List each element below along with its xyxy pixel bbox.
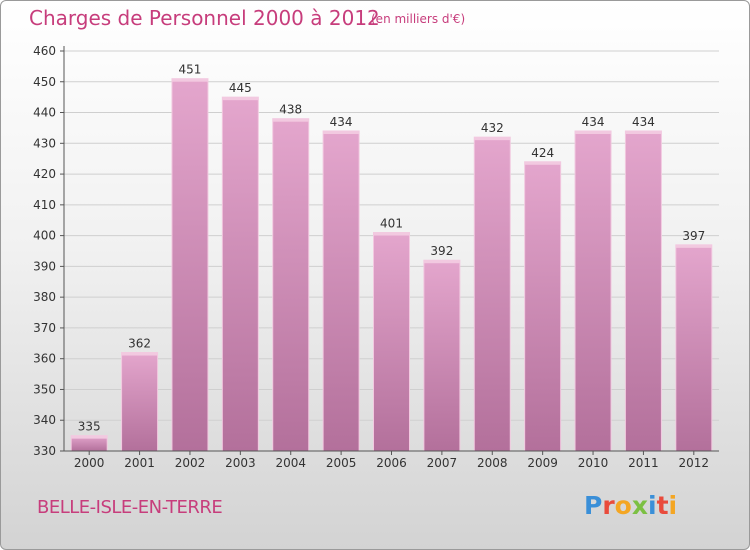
bar-2011 bbox=[624, 130, 662, 452]
y-tick-label: 370 bbox=[33, 321, 56, 335]
x-tick-label: 2002 bbox=[175, 456, 206, 470]
x-tick-label: 2003 bbox=[225, 456, 256, 470]
data-label: 401 bbox=[380, 217, 403, 231]
y-tick-label: 440 bbox=[33, 106, 56, 120]
x-tick-label: 2004 bbox=[275, 456, 306, 470]
bar-2003 bbox=[221, 96, 259, 452]
bar-2001 bbox=[121, 352, 159, 452]
data-label: 434 bbox=[582, 115, 605, 129]
bar-2005 bbox=[322, 130, 360, 452]
data-label: 392 bbox=[430, 244, 453, 258]
data-label: 424 bbox=[531, 146, 554, 160]
bar-2008 bbox=[473, 136, 511, 452]
data-label: 451 bbox=[179, 63, 202, 77]
bar-cap bbox=[323, 131, 360, 134]
y-tick-label: 350 bbox=[33, 382, 56, 396]
bar-cap bbox=[222, 97, 259, 101]
x-tick-label: 2012 bbox=[679, 456, 710, 470]
y-tick-label: 410 bbox=[33, 198, 56, 212]
bar-2006 bbox=[373, 232, 410, 452]
chart-subtitle: (en milliers d'€) bbox=[371, 12, 466, 26]
logo-letter: r bbox=[602, 491, 615, 520]
x-tick-label: 2010 bbox=[578, 456, 609, 470]
bar-cap bbox=[575, 131, 612, 134]
bar-2007 bbox=[423, 259, 461, 452]
y-tick-label: 460 bbox=[33, 44, 56, 58]
logo-letter: o bbox=[614, 491, 632, 520]
y-tick-label: 330 bbox=[33, 444, 56, 458]
data-label: 434 bbox=[330, 115, 353, 129]
bar-cap bbox=[121, 352, 158, 356]
bar-cap bbox=[373, 232, 410, 236]
data-label: 362 bbox=[128, 337, 151, 351]
logo-letter: x bbox=[631, 491, 648, 520]
proxiti-logo[interactable]: Proxiti bbox=[584, 491, 677, 520]
bars: 335 362 451 445 438 434 401 392 432 424 434 434 397 bbox=[70, 63, 713, 452]
logo-letter: i bbox=[668, 491, 678, 520]
axes: 330 340 350 360 370 380 390 400 410 420 430 440 450 4… bbox=[33, 44, 719, 470]
y-tick-label: 430 bbox=[33, 136, 56, 150]
data-label: 397 bbox=[682, 229, 705, 243]
data-label: 438 bbox=[279, 103, 302, 117]
bar-cap bbox=[71, 435, 108, 439]
logo-letter: t bbox=[656, 491, 669, 520]
bar-cap bbox=[675, 244, 712, 248]
x-tick-label: 2008 bbox=[477, 456, 508, 470]
y-tick-label: 450 bbox=[33, 75, 56, 89]
y-tick-label: 380 bbox=[33, 290, 56, 304]
bar-cap bbox=[524, 161, 561, 165]
bar-cap bbox=[625, 131, 662, 134]
x-tick-label: 2007 bbox=[427, 456, 458, 470]
y-tick-label: 390 bbox=[33, 259, 56, 273]
x-tick-label: 2000 bbox=[74, 456, 105, 470]
bar-2004 bbox=[272, 118, 310, 452]
bar-2010 bbox=[574, 130, 612, 452]
data-label: 335 bbox=[78, 420, 101, 434]
bar-cap bbox=[474, 137, 511, 141]
bar-2009 bbox=[524, 161, 562, 452]
bar-2012 bbox=[675, 244, 713, 452]
x-tick-label: 2009 bbox=[527, 456, 558, 470]
bar-cap bbox=[171, 78, 208, 82]
bar-cap bbox=[272, 118, 309, 122]
logo-letter: i bbox=[648, 491, 657, 520]
x-tick-label: 2011 bbox=[628, 456, 659, 470]
y-tick-label: 360 bbox=[33, 352, 56, 366]
x-tick-label: 2005 bbox=[326, 456, 357, 470]
logo-letter: P bbox=[584, 491, 603, 520]
x-tick-label: 2006 bbox=[376, 456, 407, 470]
chart-title: Charges de Personnel 2000 à 2012 bbox=[29, 6, 380, 30]
bar-2002 bbox=[171, 78, 209, 452]
place-name: BELLE-ISLE-EN-TERRE bbox=[37, 497, 223, 518]
data-label: 432 bbox=[481, 121, 504, 135]
data-label: 434 bbox=[632, 115, 655, 129]
data-label: 445 bbox=[229, 81, 252, 95]
y-tick-label: 400 bbox=[33, 229, 56, 243]
y-tick-label: 420 bbox=[33, 167, 56, 181]
x-tick-label: 2001 bbox=[124, 456, 155, 470]
y-tick-label: 340 bbox=[33, 413, 56, 427]
bar-cap bbox=[423, 260, 460, 264]
